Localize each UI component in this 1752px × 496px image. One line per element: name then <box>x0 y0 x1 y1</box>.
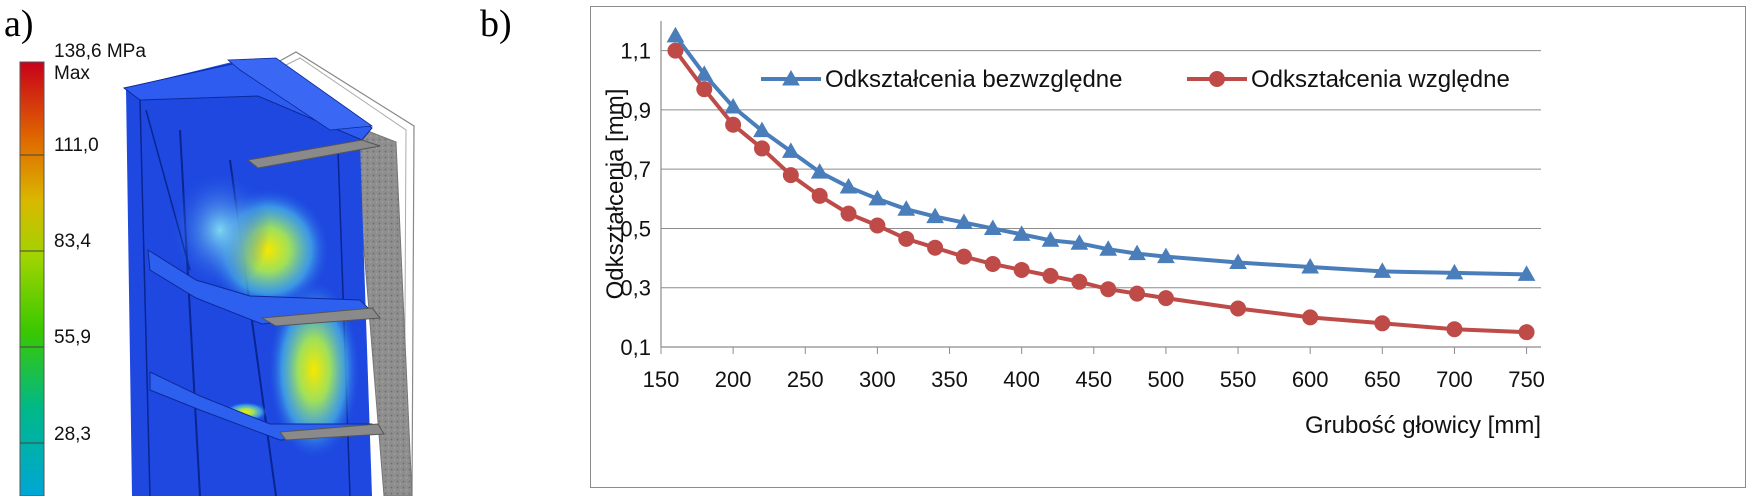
data-point <box>811 187 828 204</box>
x-tick-label: 700 <box>1436 367 1473 392</box>
stress-illustration <box>19 51 415 496</box>
data-point <box>725 116 742 133</box>
data-point <box>1128 244 1146 261</box>
legend-label: Odkształcenia względne <box>1251 66 1510 93</box>
colorbar-tick: 28,3 <box>54 424 91 445</box>
data-point <box>1041 231 1060 247</box>
data-point <box>1374 315 1391 332</box>
data-point <box>782 167 799 184</box>
y-tick-label: 0,7 <box>620 157 651 182</box>
data-point <box>898 230 915 247</box>
data-point <box>1229 253 1247 270</box>
data-point <box>782 69 800 86</box>
y-tick-label: 0,3 <box>620 276 651 301</box>
data-point <box>753 121 771 138</box>
y-tick-label: 0,5 <box>620 216 651 241</box>
data-point <box>897 200 916 216</box>
chart-container: 0,1 0,3 0,5 0,7 0,9 1,1 150 200 250 300 350 400 450 5… <box>590 6 1746 488</box>
x-tick-label: 500 <box>1148 367 1185 392</box>
data-point <box>1446 321 1463 338</box>
x-tick-label: 150 <box>643 367 680 392</box>
y-tick-label: 1,1 <box>620 39 651 64</box>
data-point <box>1071 273 1088 290</box>
x-tick-label: 550 <box>1220 367 1257 392</box>
data-point <box>1157 290 1174 307</box>
data-point <box>1301 257 1320 274</box>
data-point <box>955 213 973 230</box>
data-point <box>955 248 972 265</box>
data-point <box>927 239 944 256</box>
x-tick-label: 650 <box>1364 367 1401 392</box>
x-tick-label: 350 <box>931 367 968 392</box>
data-point <box>1099 240 1118 256</box>
stress-map-panel: a) <box>0 0 560 496</box>
colorbar-tick: 111,0 <box>54 135 99 156</box>
x-tick-label: 400 <box>1003 367 1040 392</box>
data-point <box>696 81 713 98</box>
data-point <box>1445 263 1464 280</box>
data-point <box>1129 285 1146 302</box>
y-tick-label: 0,1 <box>620 335 651 360</box>
data-point <box>810 163 829 179</box>
data-point <box>840 205 857 222</box>
data-point <box>1518 324 1535 341</box>
x-tick-label: 450 <box>1075 367 1112 392</box>
panel-a-label: a) <box>4 3 34 45</box>
data-point <box>1209 71 1225 87</box>
data-point <box>1517 265 1536 281</box>
data-point <box>926 207 944 224</box>
x-tick-label: 250 <box>787 367 824 392</box>
data-point <box>667 42 684 59</box>
data-point <box>1373 262 1392 278</box>
data-point <box>666 26 685 43</box>
x-tick-label: 750 <box>1508 367 1545 392</box>
data-point <box>724 97 742 114</box>
data-point <box>1070 234 1089 250</box>
data-point <box>781 142 800 158</box>
y-tick-label: 0,9 <box>620 98 651 123</box>
data-point <box>1042 267 1059 284</box>
colorbar-max-label: Max <box>54 63 90 84</box>
legend-label: Odkształcenia bezwzględne <box>825 66 1123 93</box>
panel-b-label: b) <box>480 3 512 45</box>
data-point <box>753 140 770 157</box>
x-axis-title: Grubość głowicy [mm] <box>1305 412 1541 439</box>
colorbar-max-value: 138,6 MPa <box>54 41 146 62</box>
data-point <box>1302 309 1319 326</box>
colorbar <box>19 61 45 496</box>
x-tick-label: 200 <box>715 367 752 392</box>
data-point <box>1100 281 1117 298</box>
data-point <box>839 177 858 194</box>
data-point <box>983 219 1002 235</box>
data-point <box>1157 247 1175 264</box>
data-point <box>1012 225 1031 241</box>
data-point <box>695 65 714 81</box>
line-chart: 0,1 0,3 0,5 0,7 0,9 1,1 150 200 250 300 350 400 450 5… <box>602 21 1545 439</box>
data-point <box>869 217 886 234</box>
colorbar-tick: 83,4 <box>54 231 91 252</box>
x-tick-label: 300 <box>859 367 896 392</box>
data-point <box>984 256 1001 273</box>
data-point <box>1013 261 1030 278</box>
x-tick-label: 600 <box>1292 367 1329 392</box>
colorbar-tick: 55,9 <box>54 327 91 348</box>
y-axis-title: Odkształcenia [mm] <box>602 89 629 300</box>
data-point <box>1230 300 1247 317</box>
data-point <box>868 189 887 206</box>
